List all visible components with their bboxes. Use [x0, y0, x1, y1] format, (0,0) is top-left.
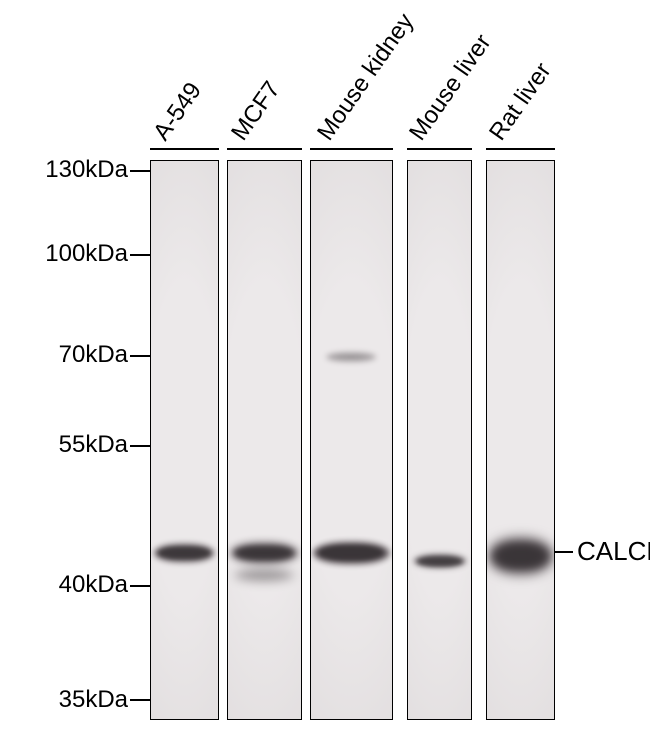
lane-label: A-549 — [148, 77, 208, 146]
lane-label: Mouse kidney — [312, 9, 420, 146]
lane-background — [151, 161, 218, 719]
lane-label: Rat liver — [484, 58, 557, 146]
mw-marker-label: 55kDa — [59, 431, 128, 459]
lane-mcf7 — [227, 160, 302, 720]
lane-background — [408, 161, 471, 719]
mw-marker-tick — [130, 355, 150, 357]
target-label: CALCRL — [577, 536, 650, 567]
band-core — [417, 557, 462, 565]
lane-header-tick — [486, 148, 555, 150]
mw-marker-label: 35kDa — [59, 686, 128, 714]
lane-label: Mouse liver — [404, 29, 497, 146]
band-core — [236, 547, 293, 559]
mw-marker-tick — [130, 254, 150, 256]
lane-header-tick — [227, 148, 302, 150]
lane-background — [311, 161, 392, 719]
mw-marker-label: 40kDa — [59, 571, 128, 599]
lane-mouse-kidney — [310, 160, 393, 720]
lane-mouse-liver — [407, 160, 472, 720]
mw-marker-tick — [130, 699, 150, 701]
lane-background — [487, 161, 554, 719]
lane-background — [228, 161, 301, 719]
target-tick — [555, 551, 573, 553]
band-core — [319, 546, 384, 559]
lane-a549 — [150, 160, 219, 720]
mw-marker-tick — [130, 585, 150, 587]
mw-marker-label: 130kDa — [45, 156, 128, 184]
band-core — [493, 545, 548, 566]
lane-header-tick — [407, 148, 472, 150]
lane-header-tick — [310, 148, 393, 150]
lane-header-tick — [150, 148, 219, 150]
lane-rat-liver — [486, 160, 555, 720]
band — [327, 352, 377, 362]
band-core — [159, 548, 210, 559]
band — [234, 568, 294, 582]
blot-area — [150, 160, 555, 720]
mw-marker-label: 70kDa — [59, 341, 128, 369]
lane-label: MCF7 — [226, 76, 286, 146]
mw-marker-tick — [130, 170, 150, 172]
mw-marker-tick — [130, 445, 150, 447]
mw-marker-label: 100kDa — [45, 240, 128, 268]
figure-root: { "layout": { "blot": { "left": 150, "to… — [0, 0, 650, 741]
